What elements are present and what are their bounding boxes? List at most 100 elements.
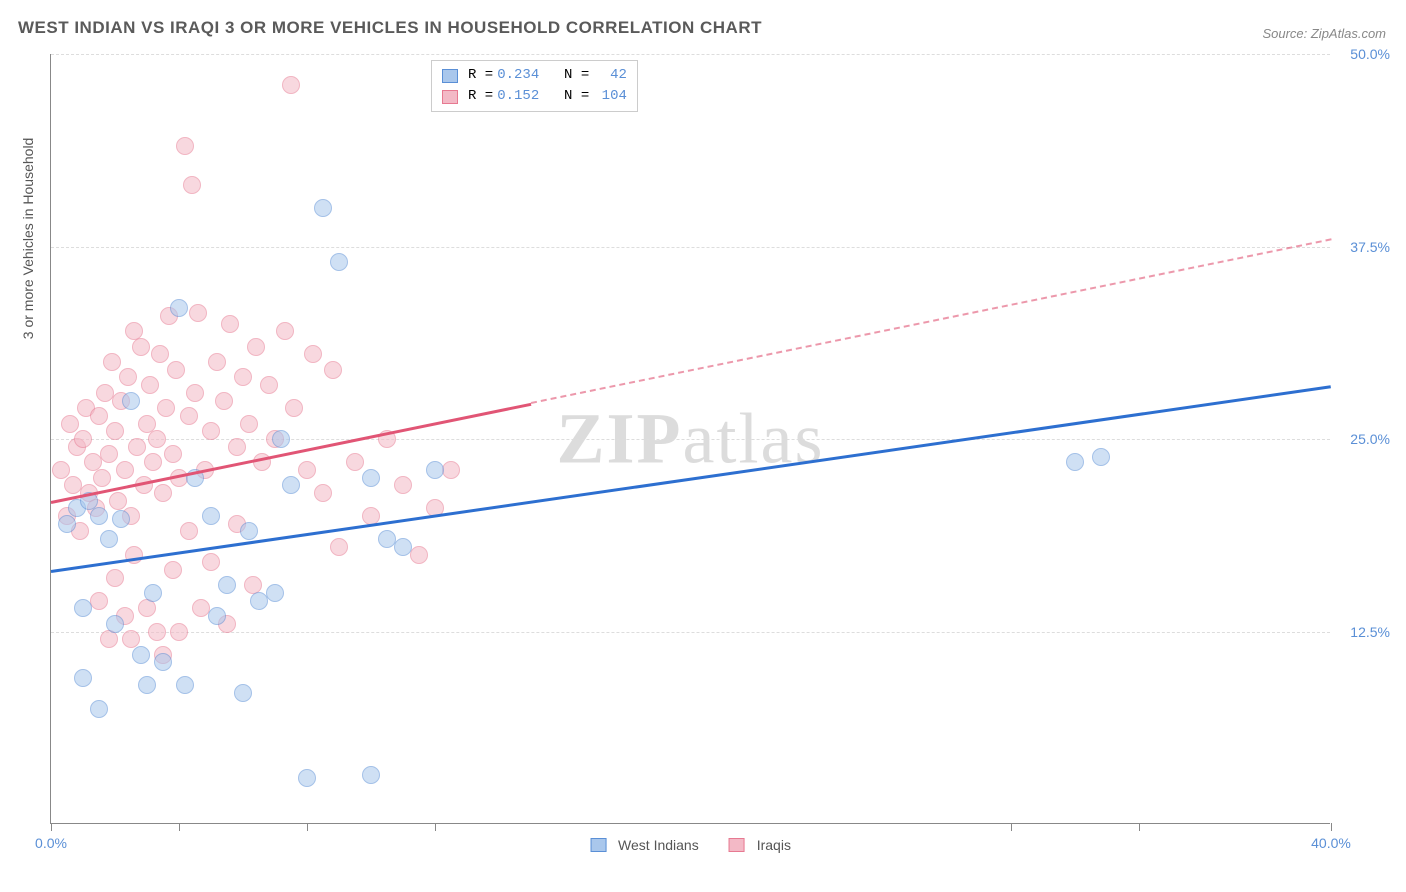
data-point-west-indians — [218, 576, 236, 594]
data-point-iraqis — [141, 376, 159, 394]
y-tick-label: 50.0% — [1350, 46, 1390, 62]
data-point-west-indians — [176, 676, 194, 694]
gridline — [51, 247, 1330, 248]
r-label: R = — [468, 65, 493, 86]
plot-area: ZIPatlas R = 0.234 N = 42 R = 0.152 N = … — [50, 54, 1330, 824]
y-tick-label: 37.5% — [1350, 239, 1390, 255]
x-tick-label: 40.0% — [1311, 835, 1351, 851]
data-point-iraqis — [298, 461, 316, 479]
data-point-west-indians — [74, 669, 92, 687]
data-point-iraqis — [103, 353, 121, 371]
gridline — [51, 54, 1330, 55]
r-label: R = — [468, 86, 493, 107]
data-point-iraqis — [128, 438, 146, 456]
n-value-iraqis: 104 — [593, 86, 627, 107]
n-value-west-indians: 42 — [593, 65, 627, 86]
data-point-iraqis — [180, 407, 198, 425]
data-point-west-indians — [74, 599, 92, 617]
data-point-iraqis — [234, 368, 252, 386]
iraqis-swatch — [729, 838, 745, 852]
data-point-west-indians — [362, 469, 380, 487]
data-point-iraqis — [183, 176, 201, 194]
correlation-legend: R = 0.234 N = 42 R = 0.152 N = 104 — [431, 60, 638, 112]
data-point-west-indians — [132, 646, 150, 664]
west-indians-swatch — [590, 838, 606, 852]
data-point-iraqis — [228, 438, 246, 456]
data-point-west-indians — [208, 607, 226, 625]
data-point-iraqis — [151, 345, 169, 363]
data-point-iraqis — [106, 422, 124, 440]
data-point-iraqis — [167, 361, 185, 379]
data-point-iraqis — [180, 522, 198, 540]
chart-title: WEST INDIAN VS IRAQI 3 OR MORE VEHICLES … — [18, 18, 762, 38]
data-point-iraqis — [93, 469, 111, 487]
data-point-iraqis — [157, 399, 175, 417]
data-point-iraqis — [106, 569, 124, 587]
data-point-iraqis — [346, 453, 364, 471]
data-point-iraqis — [109, 492, 127, 510]
data-point-west-indians — [240, 522, 258, 540]
legend-item-west-indians: West Indians — [590, 837, 699, 853]
data-point-west-indians — [314, 199, 332, 217]
data-point-iraqis — [132, 338, 150, 356]
source-attribution: Source: ZipAtlas.com — [1262, 26, 1386, 41]
trend-line-west-indians-solid — [51, 385, 1331, 573]
data-point-iraqis — [215, 392, 233, 410]
x-tick-label: 0.0% — [35, 835, 67, 851]
x-tick — [307, 823, 308, 831]
data-point-west-indians — [1092, 448, 1110, 466]
n-label: N = — [564, 86, 589, 107]
data-point-west-indians — [170, 299, 188, 317]
data-point-iraqis — [324, 361, 342, 379]
data-point-west-indians — [154, 653, 172, 671]
data-point-west-indians — [90, 507, 108, 525]
data-point-west-indians — [330, 253, 348, 271]
data-point-iraqis — [330, 538, 348, 556]
data-point-iraqis — [100, 630, 118, 648]
data-point-west-indians — [100, 530, 118, 548]
y-axis-label: 3 or more Vehicles in Household — [20, 138, 36, 340]
data-point-iraqis — [119, 368, 137, 386]
gridline — [51, 632, 1330, 633]
data-point-west-indians — [426, 461, 444, 479]
data-point-iraqis — [314, 484, 332, 502]
data-point-west-indians — [266, 584, 284, 602]
data-point-iraqis — [202, 553, 220, 571]
data-point-iraqis — [410, 546, 428, 564]
data-point-iraqis — [282, 76, 300, 94]
data-point-iraqis — [285, 399, 303, 417]
data-point-west-indians — [362, 766, 380, 784]
data-point-west-indians — [272, 430, 290, 448]
data-point-iraqis — [148, 430, 166, 448]
data-point-iraqis — [221, 315, 239, 333]
data-point-iraqis — [74, 430, 92, 448]
r-value-west-indians: 0.234 — [497, 65, 539, 86]
data-point-iraqis — [260, 376, 278, 394]
data-point-iraqis — [276, 322, 294, 340]
iraqis-swatch — [442, 90, 458, 104]
data-point-iraqis — [164, 561, 182, 579]
data-point-west-indians — [1066, 453, 1084, 471]
data-point-west-indians — [394, 538, 412, 556]
west-indians-swatch — [442, 69, 458, 83]
y-tick-label: 12.5% — [1350, 624, 1390, 640]
legend-row-iraqis: R = 0.152 N = 104 — [442, 86, 627, 107]
data-point-iraqis — [394, 476, 412, 494]
data-point-iraqis — [144, 453, 162, 471]
data-point-iraqis — [240, 415, 258, 433]
data-point-iraqis — [186, 384, 204, 402]
data-point-iraqis — [442, 461, 460, 479]
data-point-iraqis — [189, 304, 207, 322]
data-point-iraqis — [90, 592, 108, 610]
data-point-iraqis — [170, 623, 188, 641]
data-point-iraqis — [154, 484, 172, 502]
data-point-iraqis — [61, 415, 79, 433]
data-point-iraqis — [116, 461, 134, 479]
r-value-iraqis: 0.152 — [497, 86, 539, 107]
x-tick — [51, 823, 52, 831]
legend-label: Iraqis — [757, 837, 791, 853]
x-tick — [435, 823, 436, 831]
data-point-west-indians — [122, 392, 140, 410]
data-point-west-indians — [90, 700, 108, 718]
data-point-west-indians — [234, 684, 252, 702]
